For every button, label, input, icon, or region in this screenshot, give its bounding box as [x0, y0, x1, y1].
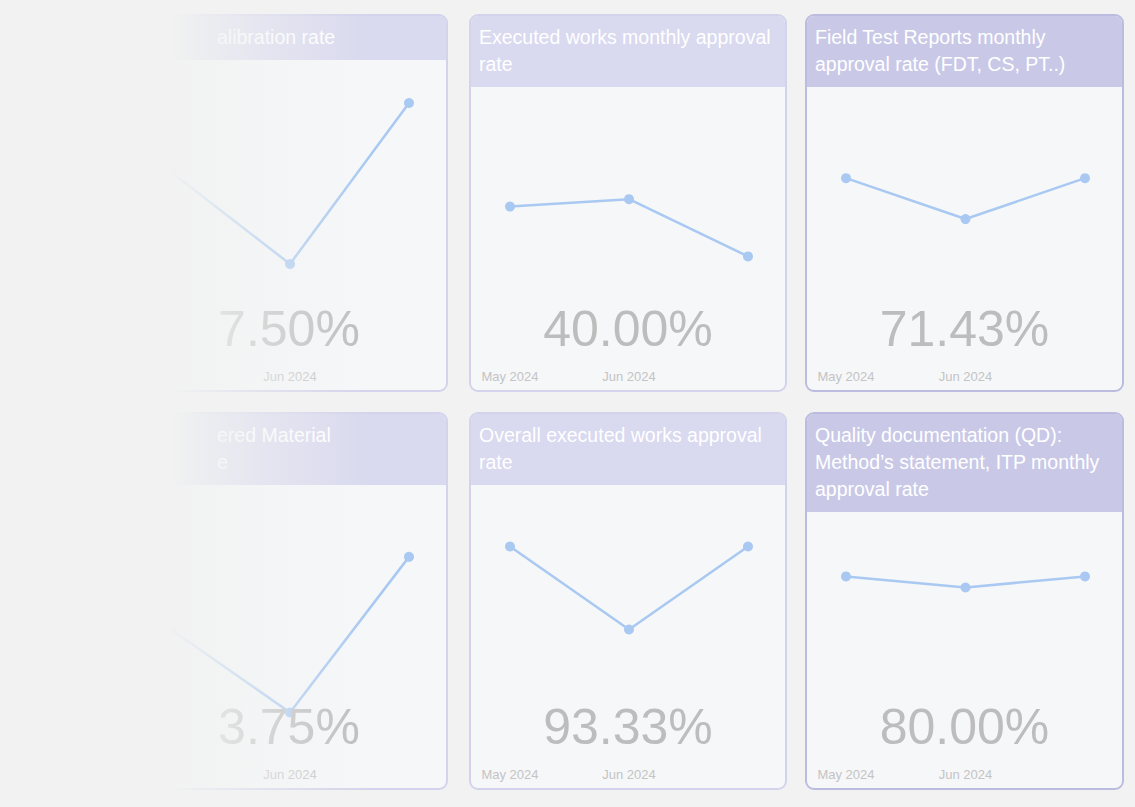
html-text:alibration rate: alibration rate	[217, 26, 336, 48]
html-text:Executed works monthly approva: Executed works monthly approval rate	[479, 26, 771, 75]
svg-text:Jun 2024: Jun 2024	[939, 369, 993, 384]
svg-text:May 2024: May 2024	[817, 369, 874, 384]
html-text:40.00%: 40.00%	[543, 301, 713, 357]
svg-text:May 2024: May 2024	[481, 369, 538, 384]
svg-text:Jun 2024: Jun 2024	[602, 369, 656, 384]
html-text:93.33%: 93.33%	[543, 699, 713, 755]
svg-text:May 2024: May 2024	[481, 767, 538, 782]
html-text:ered Material e: ered Material e	[217, 424, 331, 473]
svg-text:Jun 2024: Jun 2024	[602, 767, 656, 782]
html-text:Overall executed works approva: Overall executed works approval rate	[479, 424, 762, 473]
html-text:Quality documentation (QD): Me: Quality documentation (QD): Method’s sta…	[815, 424, 1100, 500]
svg-text:Jun 2024: Jun 2024	[263, 767, 317, 782]
svg-text:Jun 2024: Jun 2024	[939, 767, 993, 782]
html-text:80.00%: 80.00%	[879, 699, 1050, 755]
html-text:7.50%: 7.50%	[218, 301, 360, 357]
svg-text:Jun 2024: Jun 2024	[263, 369, 317, 384]
svg-text:May 2024: May 2024	[817, 767, 874, 782]
html-text:Field Test Reports monthly app: Field Test Reports monthly approval rate…	[815, 26, 1066, 75]
html-text:3.75%: 3.75%	[218, 699, 360, 755]
html-text:71.43%: 71.43%	[879, 301, 1050, 357]
